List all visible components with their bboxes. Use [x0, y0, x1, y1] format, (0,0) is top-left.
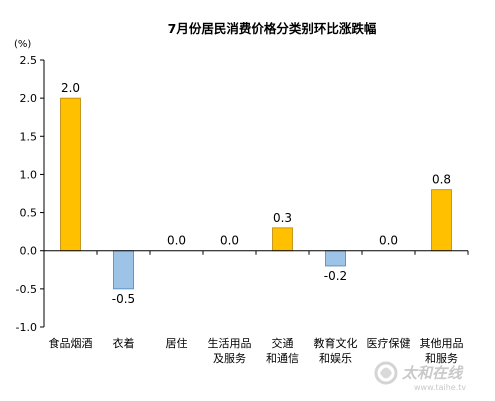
data-label-6: -0.2: [324, 269, 347, 283]
category-label-1: 食品烟酒: [49, 336, 93, 350]
y-tick-label: -1.0: [16, 321, 37, 334]
data-labels: 2.0 -0.5 0.0 0.0 0.3 -0.2 0.0 0.8: [61, 81, 451, 306]
data-label-4: 0.0: [220, 234, 239, 248]
swirl-logo-icon: [374, 361, 398, 385]
category-label-8: 其他用品和服务: [420, 337, 464, 365]
bar-5: [272, 227, 293, 252]
y-tick-label: -0.5: [16, 283, 37, 296]
y-tick-label: 1.5: [20, 130, 38, 143]
y-tick-label: 0.5: [20, 207, 38, 220]
watermark: 太和在线 www.taihe.tv: [374, 361, 466, 392]
x-axis: [43, 250, 469, 255]
chart-title: 7月份居民消费价格分类别环比涨跌幅: [168, 21, 377, 36]
y-tick-label: 0.0: [20, 245, 38, 258]
data-label-5: 0.3: [273, 211, 292, 225]
y-axis: -1.0 -0.5 0.0 0.5 1.0 1.5 2.0 2.5: [16, 54, 45, 334]
watermark-text: 太和在线: [401, 364, 464, 382]
category-label-6: 教育文化和娱乐: [314, 336, 358, 365]
category-label-4: 生活用品及服务: [208, 336, 252, 365]
category-label-3: 居住: [166, 336, 188, 350]
data-label-7: 0.0: [379, 234, 398, 248]
bar-8: [431, 189, 452, 252]
category-label-7: 医疗保健: [367, 336, 411, 350]
bar-1: [60, 97, 81, 252]
watermark-url: www.taihe.tv: [414, 383, 466, 392]
y-tick-label: 1.0: [20, 168, 38, 181]
category-label-5: 交通和通信: [266, 336, 299, 365]
y-axis-unit: (%): [14, 39, 31, 50]
y-tick-label: 2.5: [20, 54, 38, 67]
y-tick-label: 2.0: [20, 92, 38, 105]
data-label-8: 0.8: [432, 173, 451, 187]
bar-series: [60, 97, 452, 290]
data-label-3: 0.0: [167, 234, 186, 248]
bar-6: [325, 250, 346, 267]
data-label-2: -0.5: [112, 292, 135, 306]
bar-2: [113, 250, 134, 290]
category-label-2: 衣着: [113, 336, 135, 350]
data-label-1: 2.0: [61, 81, 80, 95]
